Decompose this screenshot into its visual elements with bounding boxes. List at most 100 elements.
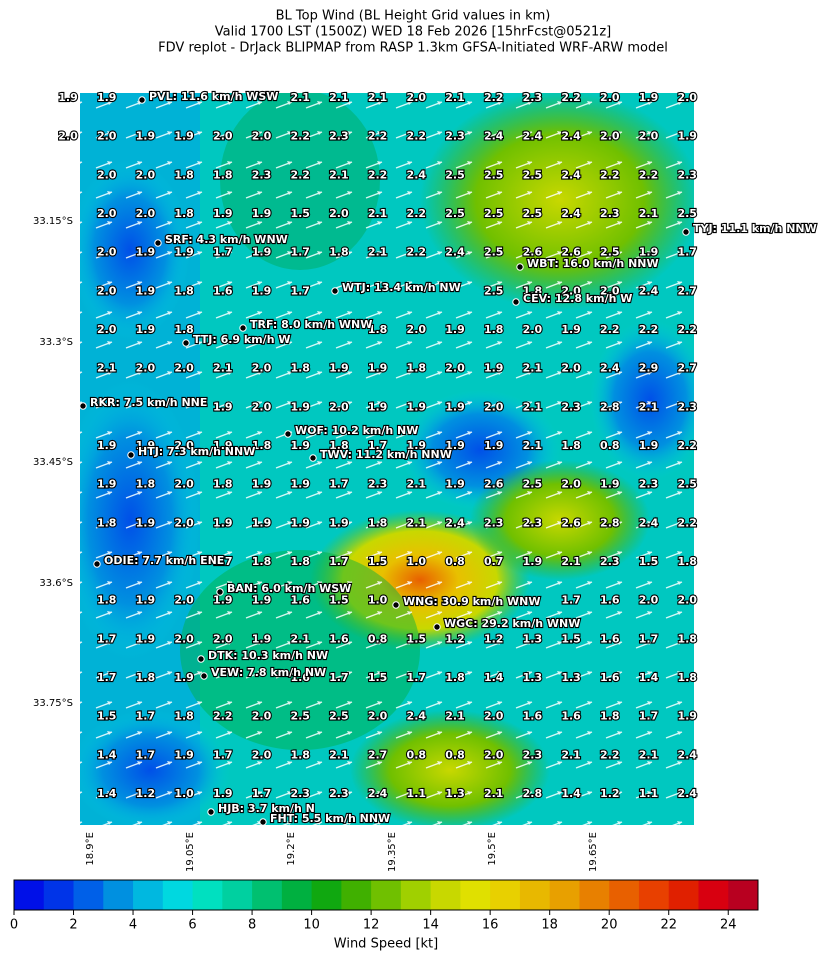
grid-value: 1.7	[97, 671, 117, 684]
grid-value: 1.0	[174, 787, 194, 800]
grid-value: 1.8	[368, 516, 388, 529]
grid-value: 2.0	[213, 632, 233, 645]
grid-value: 2.0	[523, 323, 543, 336]
station-dot	[197, 655, 205, 663]
grid-value: 1.9	[58, 91, 78, 104]
grid-value: 2.1	[368, 91, 388, 104]
grid-value: 1.9	[174, 246, 194, 259]
grid-value: 2.0	[252, 748, 272, 761]
grid-value: 1.8	[174, 710, 194, 723]
colorbar-segment	[341, 880, 372, 910]
grid-value: 2.4	[523, 130, 543, 143]
grid-value: 2.3	[329, 130, 349, 143]
station-dot	[154, 239, 162, 247]
colorbar-tick-label: 10	[303, 918, 320, 933]
grid-value: 1.6	[600, 671, 620, 684]
grid-value: 1.8	[174, 323, 194, 336]
grid-value: 2.6	[523, 246, 543, 259]
grid-value: 1.8	[252, 555, 272, 568]
grid-value: 0.7	[484, 555, 504, 568]
colorbar-segment	[162, 880, 194, 910]
grid-value: 2.4	[639, 284, 659, 297]
station-dot	[79, 402, 87, 410]
station-label: CEV: 12.8 km/h W	[523, 292, 632, 305]
grid-value: 2.0	[97, 130, 117, 143]
station-label: HJB: 3.7 km/h N	[218, 802, 315, 815]
grid-value: 1.6	[213, 284, 233, 297]
grid-value: 1.9	[97, 478, 117, 491]
grid-value: 1.9	[445, 439, 465, 452]
grid-value: 2.4	[368, 787, 388, 800]
station-dot	[433, 623, 441, 631]
station-dot	[93, 560, 101, 568]
grid-value: 1.5	[368, 555, 388, 568]
grid-value: 1.8	[600, 710, 620, 723]
grid-value: 2.0	[677, 91, 697, 104]
grid-value: 1.7	[561, 594, 581, 607]
grid-value: 1.5	[368, 671, 388, 684]
station-dot	[200, 672, 208, 680]
grid-value: 1.9	[329, 362, 349, 375]
grid-value: 1.8	[329, 439, 349, 452]
grid-value: 2.0	[639, 130, 659, 143]
colorbar-segment	[103, 880, 134, 910]
colorbar-tick-label: 4	[129, 918, 137, 933]
station-label: WNG: 30.9 km/h WNW	[403, 595, 541, 608]
grid-value: 2.0	[97, 207, 117, 220]
station-label: TYJ: 11.1 km/h NNW	[693, 222, 817, 235]
grid-value: 2.0	[600, 284, 620, 297]
grid-value: 2.3	[252, 168, 272, 181]
station-dot	[138, 96, 146, 104]
header: BL Top Wind (BL Height Grid values in km…	[158, 9, 668, 56]
grid-value: 2.5	[523, 168, 543, 181]
grid-value: 1.7	[136, 710, 156, 723]
grid-value: 1.2	[136, 787, 156, 800]
grid-value: 2.6	[561, 246, 581, 259]
grid-value: 1.8	[677, 555, 697, 568]
colorbar-segment	[133, 880, 164, 910]
x-axis-label: 18.9°E	[85, 832, 96, 866]
grid-value: 1.7	[97, 632, 117, 645]
grid-value: 2.2	[677, 323, 697, 336]
grid-value: 1.8	[174, 168, 194, 181]
station-label: TWV: 11.2 km/h NNW	[320, 448, 452, 461]
grid-value: 1.6	[523, 710, 543, 723]
grid-value: 2.4	[600, 362, 620, 375]
grid-value: 2.1	[329, 748, 349, 761]
station-dot	[516, 263, 524, 271]
grid-value: 1.8	[561, 439, 581, 452]
grid-value: 1.9	[174, 748, 194, 761]
colorbar-tick-label: 20	[601, 918, 618, 933]
grid-value: 1.9	[213, 516, 233, 529]
grid-value: 1.9	[561, 323, 581, 336]
grid-value: 1.8	[407, 362, 427, 375]
title-line: FDV replot - DrJack BLIPMAP from RASP 1.…	[158, 41, 668, 56]
grid-value: 2.0	[561, 478, 581, 491]
grid-value: 1.0	[368, 594, 388, 607]
grid-value: 2.0	[174, 516, 194, 529]
grid-value: 1.9	[290, 478, 310, 491]
grid-value: 2.5	[523, 207, 543, 220]
grid-value: 1.2	[600, 787, 620, 800]
grid-value: 1.9	[213, 439, 233, 452]
grid-value: 2.3	[677, 168, 697, 181]
colorbar-tick-label: 22	[660, 918, 677, 933]
grid-value: 2.1	[213, 362, 233, 375]
grid-value: 1.8	[290, 555, 310, 568]
grid-value: 1.7	[639, 632, 659, 645]
grid-value: 2.5	[445, 207, 465, 220]
colorbar-segment	[549, 880, 580, 910]
grid-value: 2.0	[600, 130, 620, 143]
colorbar-segment	[460, 880, 491, 910]
grid-value: 2.5	[445, 168, 465, 181]
grid-value: 0.8	[368, 632, 388, 645]
grid-value: 2.4	[445, 516, 465, 529]
grid-value: 2.2	[368, 168, 388, 181]
colorbar-segment	[609, 880, 640, 910]
grid-value: 1.5	[329, 594, 349, 607]
grid-value: 2.1	[407, 516, 427, 529]
grid-value: 1.8	[136, 671, 156, 684]
grid-value: 0.8	[445, 555, 465, 568]
grid-value: 2.1	[561, 555, 581, 568]
y-axis-label: 33.75°S	[33, 698, 73, 709]
